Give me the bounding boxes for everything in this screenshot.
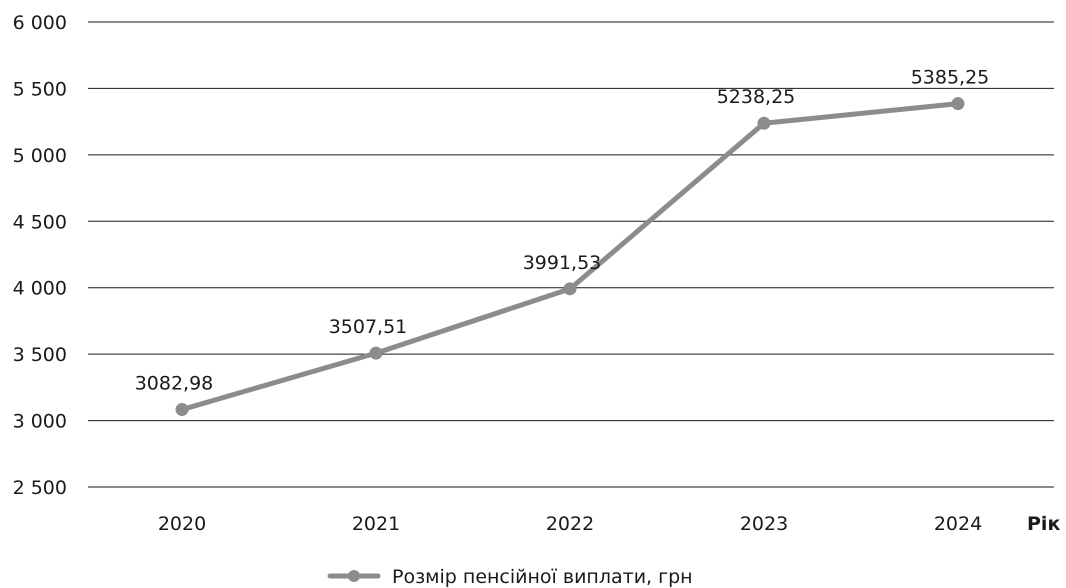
data-point-2020 xyxy=(175,403,189,417)
data-label-2020: 3082,98 xyxy=(135,373,214,395)
x-tick-label-2022: 2022 xyxy=(546,513,594,535)
data-label-2024: 5385,25 xyxy=(911,67,990,89)
data-point-2021 xyxy=(369,346,383,360)
gridlines xyxy=(88,21,1054,488)
legend: Розмір пенсійної виплати, грн xyxy=(327,566,693,588)
y-tick-label-4000: 4 000 xyxy=(13,278,67,300)
data-labels: 3082,98 3507,51 3991,53 5238,25 5385,25 xyxy=(135,67,990,395)
y-tick-label-6000: 6 000 xyxy=(13,12,67,34)
data-point-2024 xyxy=(951,97,965,111)
legend-label: Розмір пенсійної виплати, грн xyxy=(392,566,693,588)
y-axis-tick-labels: 2 500 3 000 3 500 4 000 4 500 5 000 5 500 6 000 xyxy=(13,12,67,499)
y-tick-label-4500: 4 500 xyxy=(13,211,67,233)
data-point-2022 xyxy=(563,282,577,296)
data-label-2022: 3991,53 xyxy=(523,252,602,274)
data-label-2023: 5238,25 xyxy=(717,86,796,108)
legend-marker-swatch xyxy=(348,570,360,582)
x-axis-tick-labels: 2020 2021 2022 2023 2024 xyxy=(158,513,982,535)
y-tick-label-3000: 3 000 xyxy=(13,411,67,433)
y-tick-label-3500: 3 500 xyxy=(13,344,67,366)
x-tick-label-2024: 2024 xyxy=(934,513,982,535)
series-group xyxy=(175,97,965,417)
y-tick-label-2500: 2 500 xyxy=(13,477,67,499)
x-tick-label-2021: 2021 xyxy=(352,513,400,535)
y-tick-label-5500: 5 500 xyxy=(13,78,67,100)
x-tick-label-2020: 2020 xyxy=(158,513,206,535)
y-tick-label-5000: 5 000 xyxy=(13,145,67,167)
x-axis-label: Рік xyxy=(1027,513,1060,535)
x-tick-label-2023: 2023 xyxy=(740,513,788,535)
data-point-2023 xyxy=(757,116,771,130)
data-label-2021: 3507,51 xyxy=(329,316,408,338)
